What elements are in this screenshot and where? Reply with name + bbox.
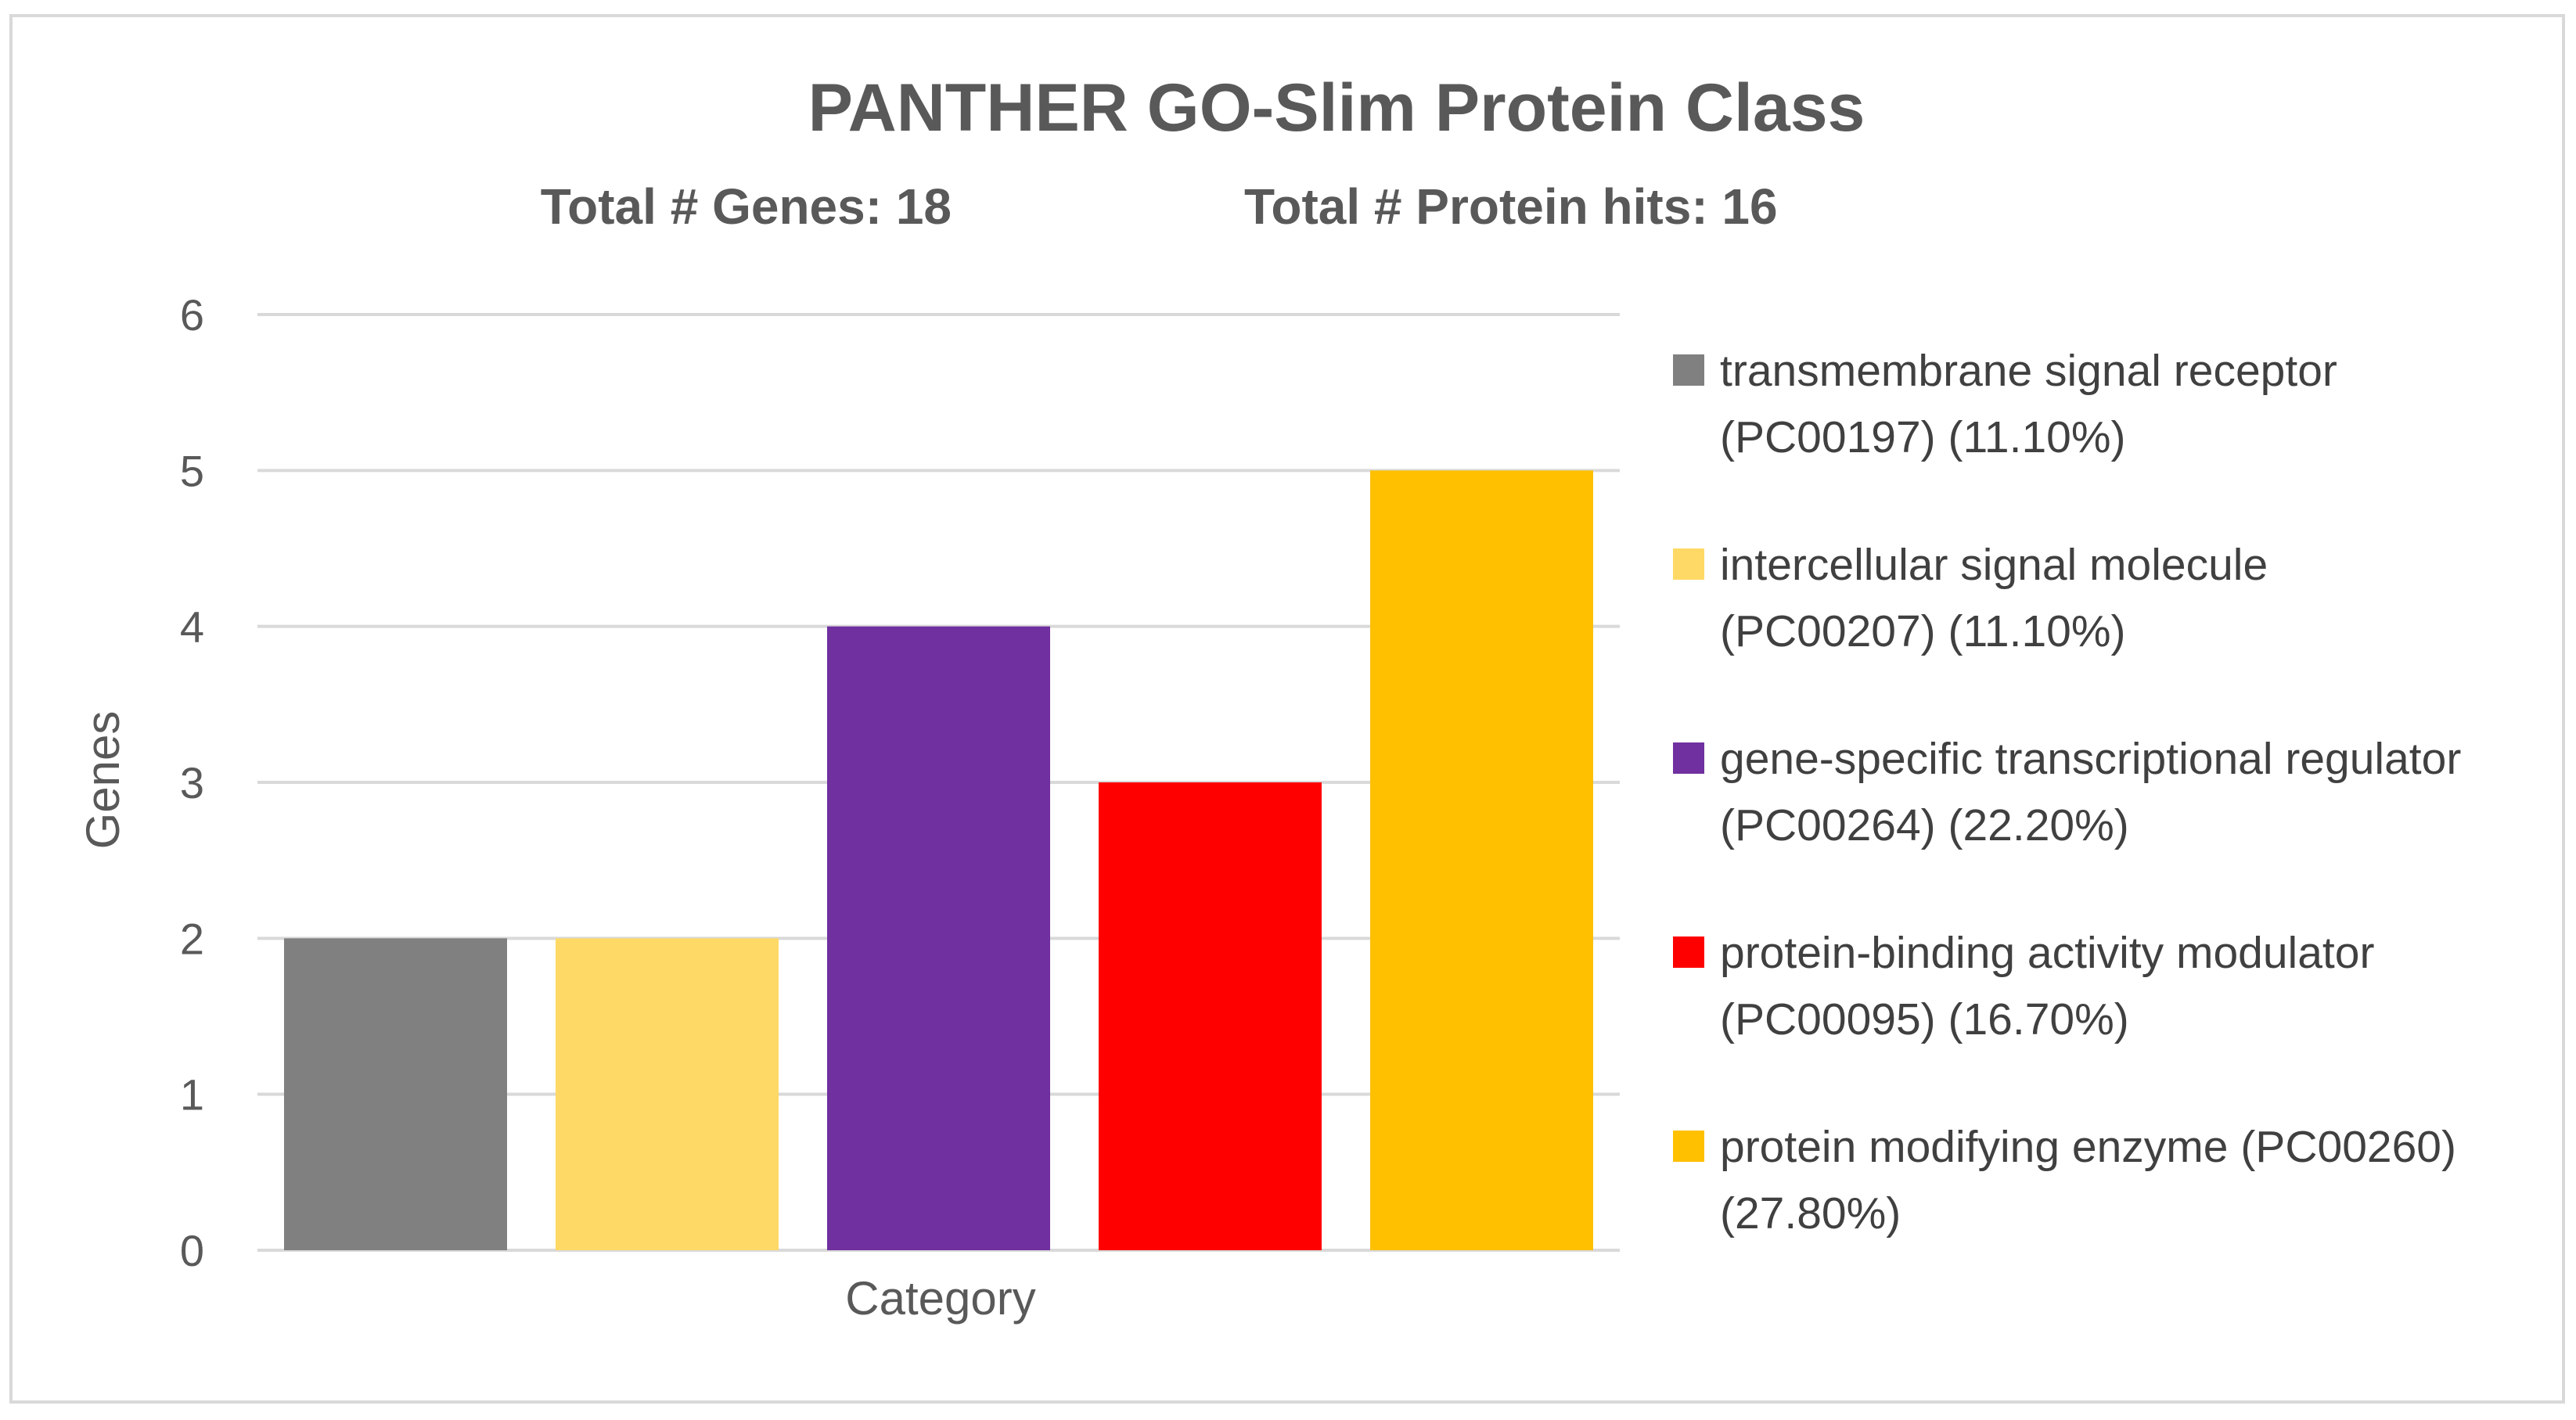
- bars: [284, 470, 1593, 1250]
- y-axis-ticks: 0 1 2 3 4 5 6: [180, 290, 204, 1275]
- chart-canvas: PANTHER GO-Slim Protein Class Total # Ge…: [77, 70, 2461, 1325]
- chart-frame: PANTHER GO-Slim Protein Class Total # Ge…: [9, 14, 2565, 1404]
- legend-swatch: [1673, 548, 1704, 580]
- legend-label-line2: (27.80%): [1720, 1188, 1901, 1238]
- y-tick-label: 3: [180, 758, 204, 807]
- legend-label-line2: (PC00264) (22.20%): [1720, 800, 2129, 850]
- legend-item: intercellular signal molecule (PC00207) (…: [1673, 540, 2268, 656]
- chart-subtitle-genes: Total # Genes: 18: [541, 178, 952, 235]
- legend-label-line2: (PC00095) (16.70%): [1720, 994, 2129, 1044]
- legend: transmembrane signal receptor (PC00197) (…: [1673, 346, 2461, 1238]
- legend-label-line1: protein modifying enzyme (PC00260): [1720, 1122, 2456, 1172]
- y-tick-label: 0: [180, 1226, 204, 1275]
- bar-series-5: [1370, 470, 1593, 1250]
- bar-series-2: [556, 938, 779, 1250]
- y-tick-label: 2: [180, 914, 204, 963]
- y-tick-label: 4: [180, 602, 204, 652]
- legend-label-line1: intercellular signal molecule: [1720, 540, 2268, 590]
- legend-label-line1: transmembrane signal receptor: [1720, 346, 2337, 396]
- bar-series-4: [1099, 782, 1322, 1250]
- y-axis-label: Genes: [77, 711, 129, 850]
- chart-title: PANTHER GO-Slim Protein Class: [808, 70, 1865, 146]
- legend-item: protein-binding activity modulator (PC000…: [1673, 928, 2374, 1044]
- y-tick-label: 6: [180, 290, 204, 340]
- legend-swatch: [1673, 1131, 1704, 1162]
- legend-swatch: [1673, 354, 1704, 386]
- legend-label-line2: (PC00207) (11.10%): [1720, 606, 2126, 656]
- legend-item: protein modifying enzyme (PC00260) (27.80…: [1673, 1122, 2456, 1238]
- x-axis-label: Category: [845, 1272, 1035, 1325]
- y-tick-label: 5: [180, 446, 204, 495]
- legend-label-line2: (PC00197) (11.10%): [1720, 412, 2126, 462]
- bar-series-1: [284, 938, 507, 1250]
- legend-item: transmembrane signal receptor (PC00197) (…: [1673, 346, 2337, 462]
- bar-series-3: [827, 626, 1050, 1250]
- legend-label-line1: gene-specific transcriptional regulator: [1720, 734, 2461, 784]
- y-tick-label: 1: [180, 1070, 204, 1120]
- legend-swatch: [1673, 742, 1704, 774]
- legend-label-line1: protein-binding activity modulator: [1720, 928, 2374, 978]
- legend-item: gene-specific transcriptional regulator (…: [1673, 734, 2461, 850]
- chart-subtitle-hits: Total # Protein hits: 16: [1244, 178, 1778, 235]
- legend-swatch: [1673, 936, 1704, 968]
